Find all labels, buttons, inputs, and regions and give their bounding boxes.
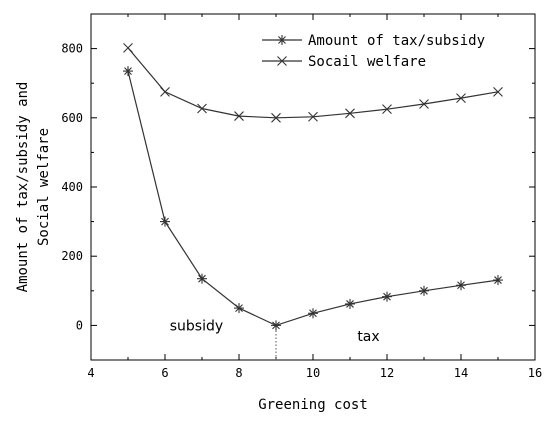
- data-point-marker: [271, 112, 281, 123]
- data-point-marker: [123, 43, 133, 53]
- series-group: [123, 43, 503, 331]
- x-tick-label: 12: [380, 366, 394, 380]
- x-tick-label: 14: [454, 366, 468, 380]
- x-axis-title: Greening cost: [258, 397, 368, 413]
- data-point-marker: [235, 304, 243, 312]
- y-axis-title-line-1: Amount of tax/subsidy and: [15, 82, 31, 293]
- legend-marker: [277, 56, 287, 66]
- data-point-marker: [382, 104, 392, 115]
- x-tick-label: 10: [306, 366, 320, 380]
- data-point-marker: [345, 108, 355, 119]
- series-line-1: [127, 70, 499, 327]
- data-point-marker: [272, 321, 280, 330]
- y-tick-label: 200: [61, 249, 83, 263]
- data-point-marker: [309, 309, 317, 318]
- legend-label: Amount of tax/subsidy: [308, 33, 485, 49]
- data-point-marker: [197, 103, 207, 114]
- legend-label: Socail welfare: [308, 54, 426, 70]
- annotation-group: subsidy tax: [170, 318, 380, 344]
- x-tick-label: 16: [528, 366, 542, 380]
- x-tick-label: 8: [235, 366, 242, 380]
- data-point-marker: [346, 300, 354, 308]
- annotation-label: subsidy: [170, 318, 223, 334]
- y-tick-label: 800: [61, 42, 83, 56]
- y-axis-title-line-2: Social welfare: [36, 128, 52, 246]
- data-point-marker: [160, 86, 170, 97]
- data-point-marker: [419, 99, 429, 109]
- data-point-marker: [198, 274, 206, 283]
- data-point-marker: [456, 93, 466, 103]
- y-tick-label: 0: [76, 318, 83, 332]
- data-point-marker: [383, 292, 391, 301]
- legend: Amount of tax/subsidy Socail welfare: [262, 33, 485, 70]
- y-axis-title: Amount of tax/subsidy and Social welfare: [15, 82, 52, 293]
- x-tick-label: 4: [87, 366, 94, 380]
- x-tick-label: 6: [161, 366, 168, 380]
- annotation-label: tax: [357, 329, 379, 345]
- data-point-marker: [493, 86, 503, 97]
- y-tick-label: 400: [61, 180, 83, 194]
- data-point-marker: [308, 111, 318, 122]
- data-point-marker: [420, 286, 428, 295]
- data-point-marker: [161, 217, 169, 226]
- y-axis-ticks: 0 200 400 600 800: [61, 42, 535, 332]
- y-tick-label: 600: [61, 111, 83, 125]
- data-point-marker: [457, 281, 465, 290]
- data-point-marker: [124, 67, 132, 75]
- legend-marker: [278, 36, 286, 44]
- data-point-marker: [234, 111, 244, 121]
- data-point-marker: [494, 276, 502, 284]
